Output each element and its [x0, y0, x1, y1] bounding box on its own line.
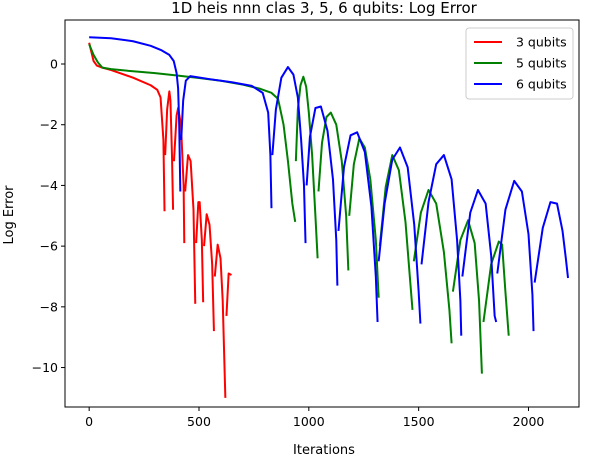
- x-tick-label: 1000: [293, 414, 325, 429]
- x-tick-label: 0: [85, 414, 93, 429]
- legend-box: [465, 27, 574, 100]
- series-path: [88, 43, 510, 374]
- legend-label: 3 qubits: [516, 35, 567, 50]
- y-axis-label: Log Error: [2, 185, 17, 245]
- y-tick-label: −8: [40, 299, 58, 314]
- chart-title: 1D heis nnn clas 3, 5, 6 qubits: Log Err…: [171, 0, 477, 17]
- y-tick-label: −10: [32, 360, 58, 375]
- y-tick-label: −6: [40, 239, 58, 254]
- x-tick-label: 500: [187, 414, 211, 429]
- y-axis-ticks: 0 −2 −4 −6 −8 −10: [32, 57, 65, 375]
- y-tick-label: −4: [40, 178, 58, 193]
- series-path: [89, 36, 570, 336]
- x-tick-label: 2000: [513, 414, 545, 429]
- x-tick-label: 1500: [403, 414, 435, 429]
- legend-label: 6 qubits: [516, 77, 567, 92]
- legend-label: 5 qubits: [516, 56, 567, 71]
- legend: 3 qubits 5 qubits 6 qubits: [465, 27, 574, 100]
- y-tick-label: 0: [50, 57, 58, 72]
- series-layer: [88, 36, 570, 398]
- series-line-2: [88, 43, 510, 374]
- plot-area-frame: [64, 19, 580, 408]
- x-axis-label: Iterations: [293, 443, 355, 458]
- x-axis-ticks: 0 500 1000 1500 2000: [85, 407, 544, 429]
- series-line-3: [89, 36, 570, 336]
- series-line-1: [88, 42, 232, 398]
- y-tick-label: −2: [40, 117, 58, 132]
- series-path: [88, 42, 232, 398]
